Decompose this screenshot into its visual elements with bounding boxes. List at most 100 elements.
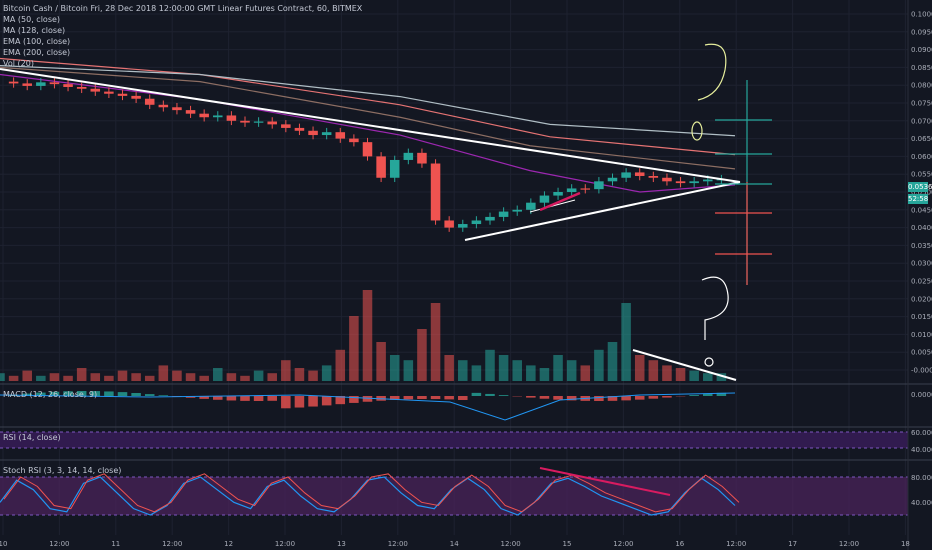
macd-hist-bar xyxy=(485,393,495,396)
candle-body xyxy=(566,188,577,192)
stoch-divergence-line xyxy=(539,467,671,496)
stoch-label[interactable]: Stoch RSI (3, 3, 14, 14, close) xyxy=(3,466,122,475)
x-tick-label: 18 xyxy=(901,540,910,548)
candle-body xyxy=(662,177,672,182)
macd-hist-bar xyxy=(689,395,699,396)
indicator-label-ma128[interactable]: MA (128, close) xyxy=(3,26,66,35)
macd-hist-bar xyxy=(294,396,305,408)
macd-hist-bar xyxy=(553,396,563,400)
volume-bar xyxy=(63,375,73,381)
x-tick-label: 10 xyxy=(0,540,7,548)
volume-bar xyxy=(458,360,468,381)
candle-body xyxy=(607,177,618,182)
volume-bar xyxy=(621,303,631,381)
rsi-label[interactable]: RSI (14, close) xyxy=(3,433,61,442)
pane-axis-label: 60.0000 xyxy=(911,429,932,437)
candle-body xyxy=(417,152,427,164)
volume-bar xyxy=(335,349,346,381)
volume-bar xyxy=(253,370,264,381)
ascending-trendline xyxy=(464,181,741,241)
rsi-band xyxy=(0,432,908,448)
macd-hist-bar xyxy=(471,392,482,396)
candle-body xyxy=(648,175,659,178)
ma128-line xyxy=(0,66,736,170)
candle-body xyxy=(281,124,291,128)
pane-axis-labels: 0.0000 60.0000 40.0000 80.0000 40.0000 xyxy=(911,391,932,507)
macd-hist-bar xyxy=(226,396,237,401)
y-tick-label: -0.0000 xyxy=(911,367,932,375)
candle-body xyxy=(8,81,19,84)
macd-hist-bar xyxy=(144,394,155,396)
macd-hist-bar xyxy=(321,396,332,406)
volume-bar xyxy=(8,375,19,381)
x-tick-label: 17 xyxy=(788,540,797,548)
macd-pane xyxy=(0,391,736,421)
shaded-bands xyxy=(0,431,908,516)
drawing-tools[interactable] xyxy=(0,43,772,496)
macd-hist-bar xyxy=(662,396,672,398)
volume-bar xyxy=(267,373,277,381)
macd-hist-bar xyxy=(526,396,536,398)
macd-hist-bar xyxy=(22,393,32,396)
macd-hist-bar xyxy=(335,396,346,405)
candle-body xyxy=(76,86,87,89)
candle-body xyxy=(90,88,101,92)
volume-bar xyxy=(526,365,536,381)
candle-body xyxy=(689,181,699,184)
pane-axis-label: 40.0000 xyxy=(911,446,932,454)
candle-body xyxy=(321,132,332,136)
candle-body xyxy=(458,224,468,228)
x-tick-label: 12:00 xyxy=(839,540,859,548)
macd-hist-bar xyxy=(76,391,87,396)
y-tick-label: 0.0050 xyxy=(911,349,932,357)
volume-bar xyxy=(512,360,522,381)
candle-body xyxy=(675,181,686,184)
macd-hist-bar xyxy=(498,395,509,396)
candle-body xyxy=(226,115,237,121)
candle-body xyxy=(389,159,400,178)
indicator-label-ema100[interactable]: EMA (100, close) xyxy=(3,37,71,46)
x-tick-label: 11 xyxy=(111,540,120,548)
macd-hist-bar xyxy=(349,396,359,403)
candle-body xyxy=(49,82,60,85)
candle-body xyxy=(485,216,495,221)
candle-body xyxy=(376,156,386,178)
macd-hist-bar xyxy=(430,396,441,400)
macd-hist-bar xyxy=(281,396,291,409)
candle-body xyxy=(512,209,522,212)
annotation-dot xyxy=(704,357,714,367)
volume-bar xyxy=(471,365,482,381)
candle-body xyxy=(267,121,277,125)
macd-hist-bar xyxy=(308,396,318,407)
volume-bar xyxy=(485,349,495,381)
volume-bar xyxy=(349,316,359,381)
candle-body xyxy=(63,84,73,87)
macd-hist-bar xyxy=(458,396,468,401)
macd-hist-bar xyxy=(566,396,577,401)
volume-bar xyxy=(199,375,209,381)
volume-bar xyxy=(689,370,699,381)
x-tick-label: 16 xyxy=(675,540,684,548)
volume-bar xyxy=(430,303,441,381)
macd-label[interactable]: MACD (12, 26, close, 9) xyxy=(3,390,98,399)
indicator-label-vol[interactable]: Vol (20) xyxy=(3,59,34,68)
macd-hist-bar xyxy=(117,392,128,396)
x-tick-label: 13 xyxy=(337,540,346,548)
volume-bar xyxy=(172,370,182,381)
candle-body xyxy=(430,163,441,221)
x-tick-label: 12:00 xyxy=(162,540,182,548)
indicator-label-ema200[interactable]: EMA (200, close) xyxy=(3,48,71,57)
macd-hist-bar xyxy=(634,396,645,400)
indicator-label-ma50[interactable]: MA (50, close) xyxy=(3,15,61,24)
volume-bar xyxy=(158,365,169,381)
candle-body xyxy=(240,120,250,123)
